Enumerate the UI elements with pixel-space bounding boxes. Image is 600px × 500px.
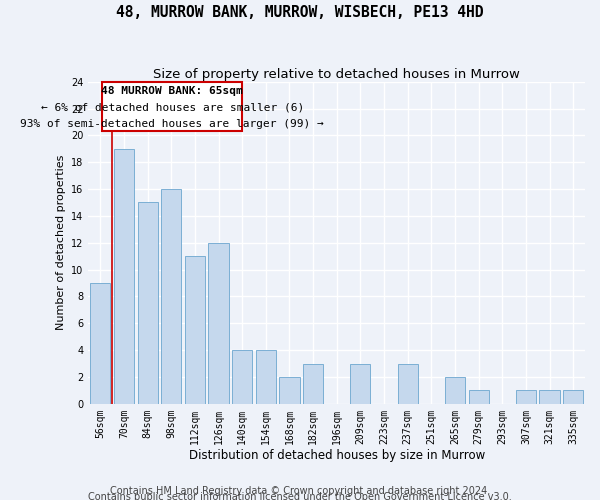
- Bar: [539, 390, 560, 404]
- Bar: [280, 377, 299, 404]
- Text: 48 MURROW BANK: 65sqm: 48 MURROW BANK: 65sqm: [101, 86, 243, 96]
- Text: ← 6% of detached houses are smaller (6): ← 6% of detached houses are smaller (6): [41, 102, 304, 112]
- Bar: [161, 189, 181, 404]
- FancyBboxPatch shape: [102, 82, 242, 132]
- X-axis label: Distribution of detached houses by size in Murrow: Distribution of detached houses by size …: [188, 450, 485, 462]
- Bar: [398, 364, 418, 404]
- Bar: [114, 149, 134, 404]
- Bar: [563, 390, 583, 404]
- Bar: [137, 202, 158, 404]
- Title: Size of property relative to detached houses in Murrow: Size of property relative to detached ho…: [154, 68, 520, 80]
- Bar: [303, 364, 323, 404]
- Bar: [469, 390, 488, 404]
- Bar: [516, 390, 536, 404]
- Bar: [445, 377, 465, 404]
- Bar: [208, 243, 229, 404]
- Text: 48, MURROW BANK, MURROW, WISBECH, PE13 4HD: 48, MURROW BANK, MURROW, WISBECH, PE13 4…: [116, 5, 484, 20]
- Text: Contains public sector information licensed under the Open Government Licence v3: Contains public sector information licen…: [88, 492, 512, 500]
- Text: 93% of semi-detached houses are larger (99) →: 93% of semi-detached houses are larger (…: [20, 119, 324, 129]
- Bar: [232, 350, 252, 404]
- Y-axis label: Number of detached properties: Number of detached properties: [56, 155, 65, 330]
- Bar: [185, 256, 205, 404]
- Text: Contains HM Land Registry data © Crown copyright and database right 2024.: Contains HM Land Registry data © Crown c…: [110, 486, 490, 496]
- Bar: [256, 350, 276, 404]
- Bar: [90, 283, 110, 404]
- Bar: [350, 364, 370, 404]
